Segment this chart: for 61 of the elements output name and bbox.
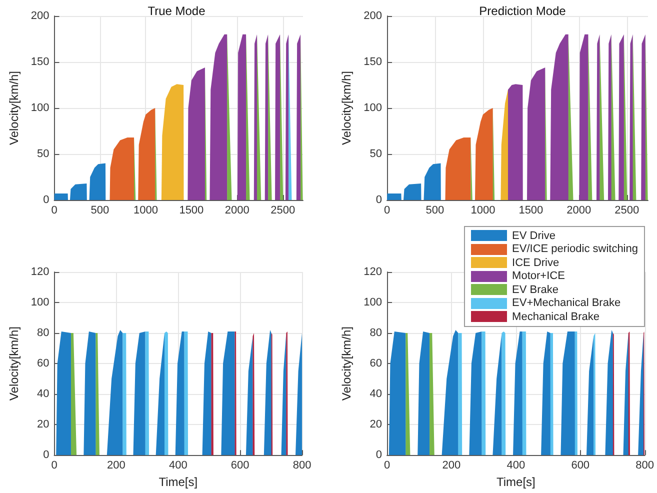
x-tick-label: 600 bbox=[571, 460, 590, 472]
x-tick-label: 500 bbox=[90, 204, 110, 216]
x-axis-title: Time[s] bbox=[496, 475, 536, 489]
x-tick-label: 1000 bbox=[470, 204, 496, 216]
x-tick-label: 800 bbox=[292, 460, 312, 472]
y-tick-label: 0 bbox=[376, 449, 382, 462]
y-axis-title: Velocity[km/h] bbox=[340, 70, 354, 146]
x-tick-label: 0 bbox=[51, 204, 58, 216]
x-tick-label: 0 bbox=[384, 204, 390, 216]
y-tick-label: 100 bbox=[30, 102, 50, 114]
x-tick-label: 2500 bbox=[614, 204, 640, 216]
y-tick-label: 150 bbox=[364, 56, 382, 68]
x-tick-label: 800 bbox=[636, 460, 654, 472]
x-tick-label: 2000 bbox=[566, 204, 592, 216]
chart-title: True Mode bbox=[148, 4, 206, 18]
legend-label: EV Drive bbox=[512, 230, 556, 242]
legend-label: Motor+ICE bbox=[512, 270, 565, 282]
legend-label: EV+Mechanical Brake bbox=[512, 297, 621, 310]
y-tick-label: 100 bbox=[364, 102, 382, 114]
y-tick-label: 50 bbox=[370, 148, 382, 160]
legend-label: Mechanical Brake bbox=[512, 310, 600, 323]
y-tick-label: 0 bbox=[43, 449, 50, 462]
x-tick-label: 200 bbox=[442, 460, 461, 472]
x-tick-label: 2500 bbox=[270, 204, 296, 216]
y-tick-label: 0 bbox=[43, 194, 50, 206]
x-tick-label: 1500 bbox=[179, 204, 204, 216]
y-tick-label: 100 bbox=[30, 296, 50, 309]
legend-label: EV Brake bbox=[512, 284, 559, 296]
x-tick-label: 1500 bbox=[518, 204, 544, 216]
x-tick-label: 2000 bbox=[224, 204, 250, 216]
y-tick-label: 40 bbox=[370, 388, 382, 400]
y-tick-label: 20 bbox=[370, 418, 382, 431]
y-tick-label: 80 bbox=[37, 327, 50, 340]
legend-label: EV/ICE periodic switching bbox=[512, 243, 638, 256]
x-tick-label: 400 bbox=[168, 460, 188, 472]
legend-label: ICE Drive bbox=[512, 256, 560, 269]
y-tick-label: 60 bbox=[37, 358, 50, 370]
y-tick-label: 200 bbox=[30, 10, 50, 22]
x-axis-title: Time[s] bbox=[158, 475, 198, 489]
y-tick-label: 100 bbox=[364, 296, 382, 309]
x-tick-label: 400 bbox=[506, 460, 526, 472]
chart-title: Prediction Mode bbox=[479, 4, 566, 18]
x-tick-label: 600 bbox=[230, 460, 250, 472]
y-axis-title: Velocity[km/h] bbox=[7, 70, 21, 146]
y-tick-label: 150 bbox=[30, 56, 50, 68]
y-tick-label: 120 bbox=[364, 266, 382, 278]
y-axis-title: Velocity[km/h] bbox=[7, 326, 21, 401]
y-tick-label: 200 bbox=[364, 10, 382, 22]
y-tick-label: 50 bbox=[37, 148, 50, 160]
y-tick-label: 120 bbox=[30, 266, 50, 278]
x-tick-label: 1000 bbox=[133, 204, 158, 216]
x-tick-label: 0 bbox=[51, 460, 58, 472]
y-tick-label: 60 bbox=[370, 358, 382, 370]
y-tick-label: 40 bbox=[37, 388, 50, 400]
y-tick-label: 0 bbox=[376, 194, 382, 206]
x-tick-label: 500 bbox=[426, 204, 444, 216]
y-tick-label: 20 bbox=[37, 418, 50, 431]
y-tick-label: 80 bbox=[370, 327, 382, 340]
x-tick-label: 0 bbox=[384, 460, 390, 472]
x-tick-label: 200 bbox=[107, 460, 126, 472]
y-axis-title: Velocity[km/h] bbox=[340, 326, 354, 401]
